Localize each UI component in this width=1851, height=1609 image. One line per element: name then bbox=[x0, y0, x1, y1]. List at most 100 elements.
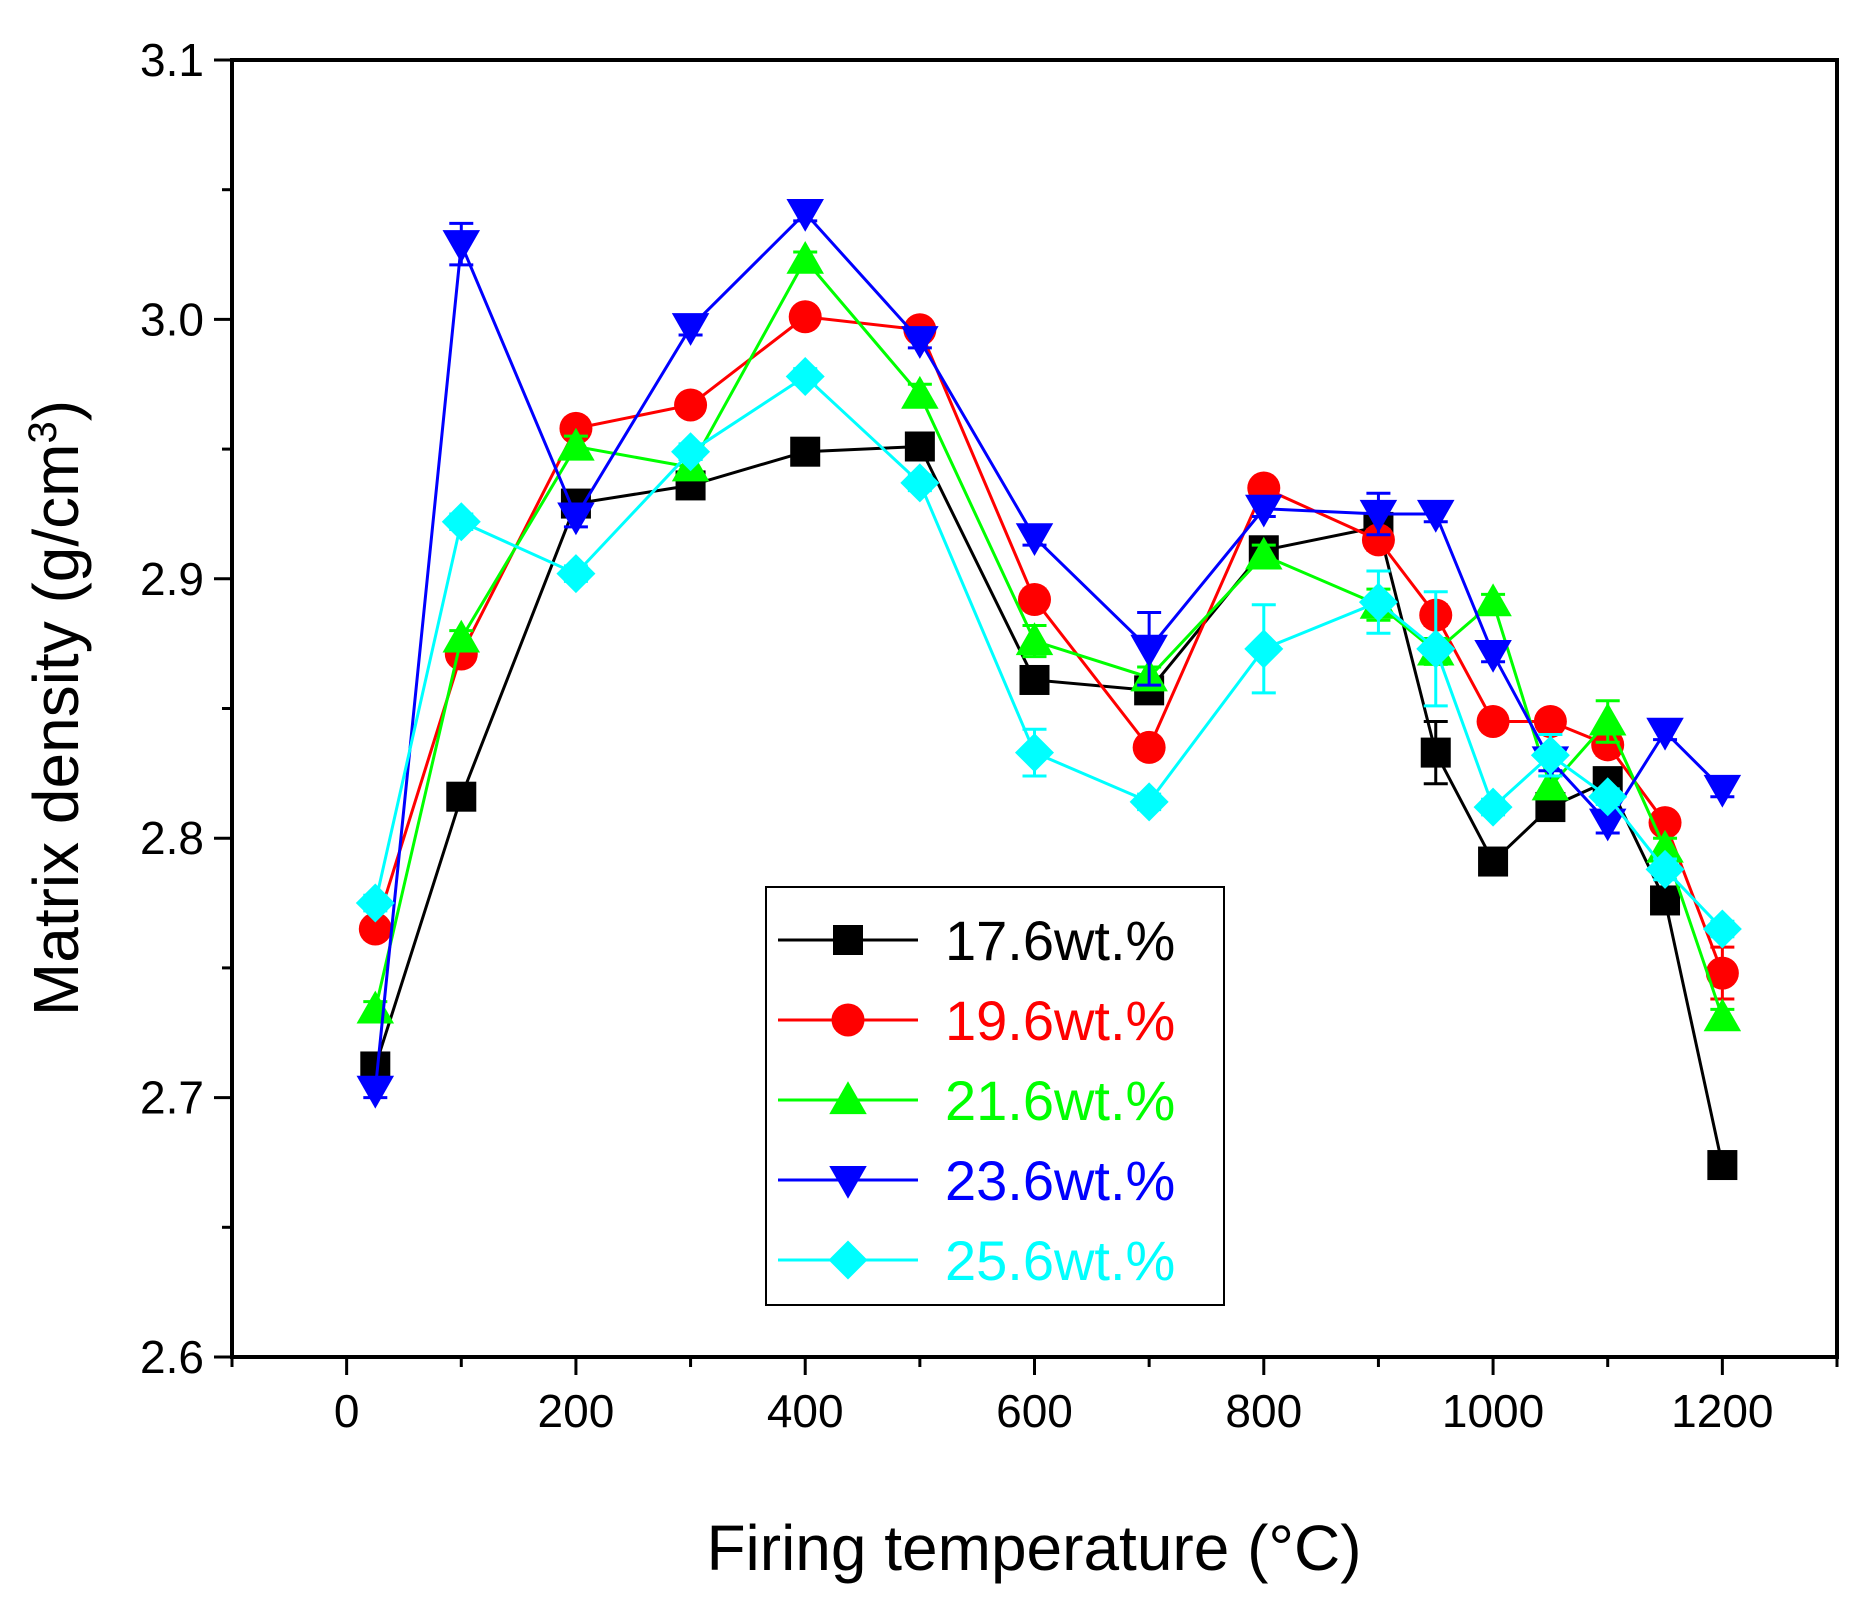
data-point bbox=[1361, 523, 1395, 557]
y-axis-title-superscript: 3 bbox=[21, 421, 65, 443]
series-line bbox=[373, 210, 1724, 1090]
x-tick-label: 0 bbox=[334, 1385, 360, 1437]
data-point bbox=[355, 883, 395, 923]
data-point bbox=[900, 463, 940, 503]
legend-marker bbox=[831, 1003, 865, 1037]
x-tick-label: 600 bbox=[996, 1385, 1073, 1437]
data-point bbox=[358, 912, 392, 946]
data-point bbox=[1473, 787, 1513, 827]
y-axis-title-close: ) bbox=[20, 400, 92, 421]
data-point bbox=[441, 502, 481, 542]
data-point bbox=[1132, 730, 1166, 764]
data-point bbox=[557, 502, 595, 536]
data-point bbox=[1417, 499, 1455, 533]
data-point bbox=[356, 1075, 395, 1109]
y-tick-label: 2.6 bbox=[140, 1331, 204, 1383]
series-25.6wt.% bbox=[355, 356, 1742, 949]
data-point bbox=[1015, 733, 1054, 773]
data-point bbox=[1531, 767, 1570, 801]
series-line bbox=[373, 257, 1724, 1018]
legend-item: 21.6wt.% bbox=[778, 1069, 1175, 1132]
x-axis-title: Firing temperature (°C) bbox=[706, 1512, 1361, 1584]
data-point bbox=[1707, 1150, 1738, 1181]
data-point bbox=[1533, 704, 1567, 738]
data-point bbox=[446, 781, 477, 812]
x-tick-label: 200 bbox=[538, 1385, 615, 1437]
data-point bbox=[786, 240, 824, 274]
data-point bbox=[671, 313, 710, 346]
data-point bbox=[1702, 909, 1742, 949]
data-point bbox=[1703, 998, 1742, 1032]
data-point bbox=[1646, 717, 1684, 751]
legend-label: 19.6wt.% bbox=[945, 989, 1175, 1052]
legend-item: 23.6wt.% bbox=[778, 1149, 1175, 1212]
data-point bbox=[1588, 702, 1627, 736]
y-tick-label: 2.7 bbox=[140, 1072, 204, 1124]
data-point bbox=[1650, 885, 1681, 916]
series-line bbox=[373, 374, 1724, 931]
data-point bbox=[442, 230, 481, 263]
data-point bbox=[786, 198, 824, 232]
data-point bbox=[1646, 829, 1684, 863]
data-point bbox=[1588, 777, 1628, 817]
data-point bbox=[901, 326, 939, 359]
y-tick-label: 3.1 bbox=[140, 34, 204, 86]
data-point bbox=[557, 427, 595, 461]
data-point bbox=[1588, 808, 1627, 842]
y-tick-label: 2.8 bbox=[140, 812, 204, 864]
data-point bbox=[1018, 583, 1051, 617]
data-point bbox=[1645, 849, 1685, 889]
data-point bbox=[1015, 622, 1054, 656]
data-point bbox=[1703, 774, 1742, 808]
x-tick-label: 1000 bbox=[1442, 1385, 1544, 1437]
x-tick-label: 400 bbox=[767, 1385, 844, 1437]
data-point bbox=[1420, 737, 1451, 768]
data-point bbox=[1244, 629, 1284, 669]
data-point bbox=[442, 619, 481, 653]
legend-marker bbox=[828, 1240, 868, 1280]
data-point bbox=[785, 356, 825, 396]
data-point bbox=[904, 431, 935, 462]
legend-marker bbox=[833, 925, 863, 955]
data-point bbox=[1359, 499, 1398, 533]
data-point bbox=[1358, 582, 1398, 622]
legend-item: 19.6wt.% bbox=[778, 989, 1175, 1052]
legend-marker bbox=[829, 1081, 867, 1115]
data-point bbox=[1015, 523, 1054, 557]
legend-item: 17.6wt.% bbox=[778, 909, 1175, 972]
legend-label: 17.6wt.% bbox=[945, 909, 1175, 972]
data-point bbox=[1476, 704, 1510, 738]
data-point bbox=[356, 990, 395, 1024]
x-tick-label: 1200 bbox=[1671, 1385, 1773, 1437]
data-point bbox=[671, 432, 711, 472]
x-axis: 0 200 400 600 800 1000 1200 bbox=[230, 1357, 1839, 1437]
x-tick-label: 800 bbox=[1225, 1385, 1302, 1437]
y-axis: 2.6 2.7 2.8 2.9 3.0 3.1 bbox=[140, 34, 232, 1383]
data-point bbox=[1705, 956, 1739, 990]
data-point bbox=[1019, 664, 1050, 695]
data-point bbox=[1245, 536, 1283, 570]
data-point bbox=[901, 375, 939, 409]
y-tick-label: 3.0 bbox=[140, 293, 204, 345]
data-point bbox=[674, 388, 708, 422]
data-point bbox=[788, 300, 822, 334]
data-point bbox=[1474, 639, 1512, 673]
data-point bbox=[1130, 634, 1168, 668]
legend-label: 21.6wt.% bbox=[945, 1069, 1175, 1132]
data-point bbox=[1129, 782, 1169, 822]
legend-marker bbox=[829, 1165, 867, 1199]
y-axis-title: Matrix density (g/cm3) bbox=[20, 400, 92, 1016]
legend-label: 23.6wt.% bbox=[945, 1149, 1175, 1212]
legend-item: 25.6wt.% bbox=[778, 1229, 1175, 1292]
y-axis-title-main: Matrix density (g/cm bbox=[20, 444, 92, 1017]
data-point bbox=[1530, 735, 1570, 775]
legend: 17.6wt.% 19.6wt.% 21.6wt.% 23.6wt.% 25.6wt.% bbox=[765, 886, 1225, 1306]
data-point bbox=[1245, 494, 1283, 528]
data-point bbox=[1478, 846, 1509, 877]
legend-label: 25.6wt.% bbox=[945, 1229, 1175, 1292]
data-point bbox=[790, 436, 821, 467]
y-tick-label: 2.9 bbox=[140, 553, 204, 605]
data-point bbox=[1416, 629, 1456, 669]
series-layer bbox=[355, 198, 1742, 1181]
